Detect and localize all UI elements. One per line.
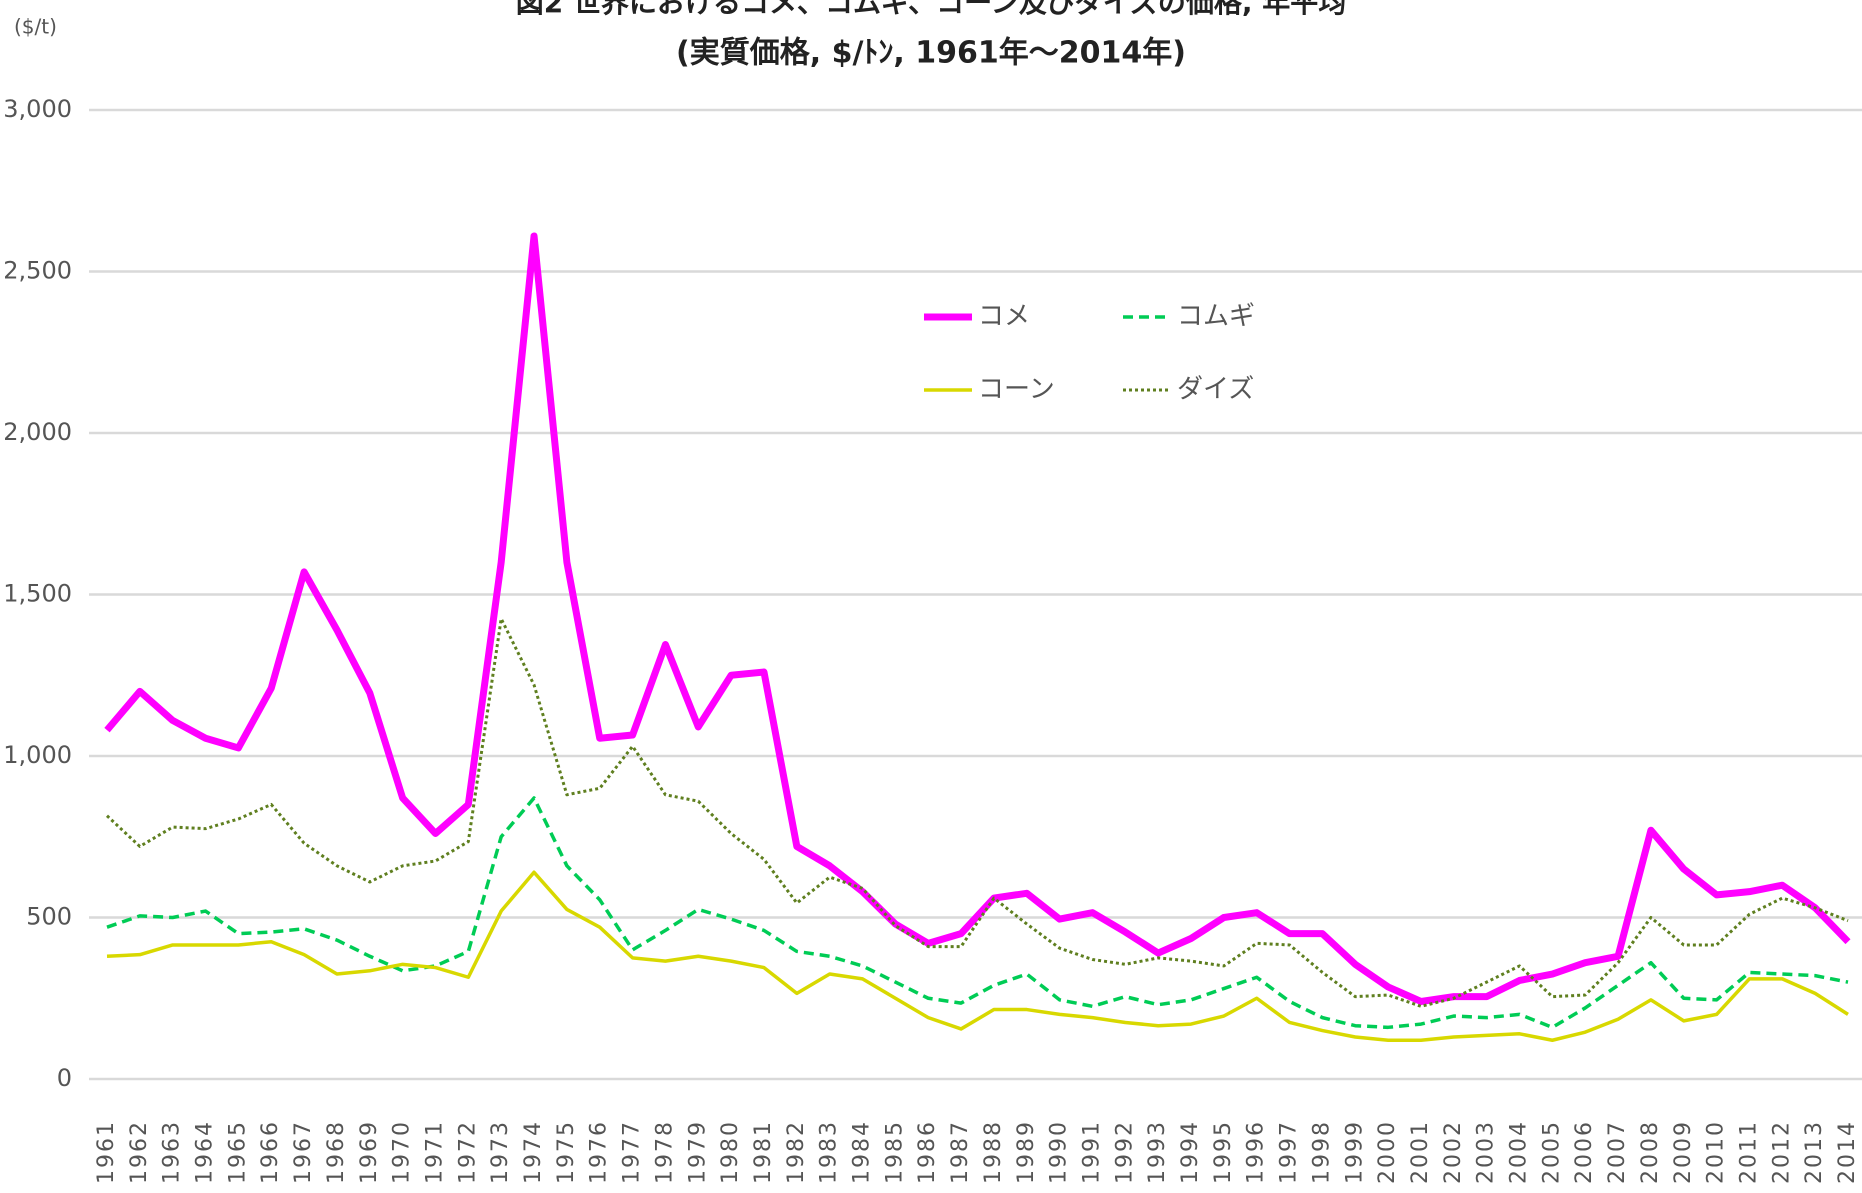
x-tick-label: 1985 [882,1120,907,1184]
x-tick-label: 1964 [193,1120,218,1184]
x-tick-label: 1988 [981,1120,1006,1184]
x-tick-label: 2002 [1441,1120,1466,1184]
x-tick-label: 2006 [1572,1120,1597,1184]
series-line [106,796,1849,1030]
x-tick-label: 1995 [1211,1120,1236,1184]
x-tick-label: 1977 [620,1120,645,1184]
y-axis-label: ($/t) [14,15,57,39]
x-tick-label: 2001 [1408,1120,1433,1184]
x-tick-label: 2012 [1769,1120,1794,1184]
series-line [106,870,1849,1042]
x-tick-label: 1990 [1047,1120,1072,1184]
y-tick-label: 1,000 [3,741,72,769]
x-tick-label: 1966 [258,1120,283,1184]
x-tick-label: 2013 [1802,1120,1827,1184]
x-tick-label: 1986 [915,1120,940,1184]
x-tick-label: 2004 [1507,1120,1532,1184]
x-tick-label: 1980 [718,1120,743,1184]
x-tick-label: 1983 [817,1120,842,1184]
y-tick-label: 2,500 [3,257,72,285]
x-tick-label: 1998 [1309,1120,1334,1184]
x-tick-label: 2000 [1375,1120,1400,1184]
series-line [104,232,1851,1005]
x-tick-label: 1974 [521,1120,546,1184]
legend-label: コーン [978,375,1055,405]
legend-label: ダイズ [1177,375,1254,405]
chart-subtitle: (実質価格, $/ﾄﾝ, 1961年～2014年) [676,36,1186,71]
y-tick-label: 2,000 [3,418,72,446]
y-tick-label: 0 [57,1064,72,1092]
x-tick-label: 1984 [850,1120,875,1184]
x-tick-label: 1968 [324,1120,349,1184]
x-tick-label: 2008 [1638,1120,1663,1184]
x-tick-label: 2010 [1704,1120,1729,1184]
x-tick-label: 1969 [357,1120,382,1184]
x-tick-label: 1973 [488,1120,513,1184]
chart-title: 図2 世界におけるコメ、コムギ、コーン及びダイズの価格, 年平均 [516,0,1347,19]
x-tick-label: 1972 [455,1120,480,1184]
series-line [105,617,1849,1008]
x-tick-label: 1971 [422,1120,447,1184]
y-tick-label: 3,000 [3,95,72,123]
y-tick-label: 500 [26,903,72,931]
y-tick-label: 1,500 [3,580,72,608]
legend-label: コメ [978,302,1030,332]
x-tick-label: 1981 [751,1120,776,1184]
x-tick-label: 1989 [1014,1120,1039,1184]
x-tick-label: 1982 [784,1120,809,1184]
x-tick-label: 2003 [1474,1120,1499,1184]
x-tick-label: 2007 [1605,1120,1630,1184]
x-tick-label: 1997 [1277,1120,1302,1184]
x-tick-label: 1991 [1079,1120,1104,1184]
x-tick-label: 1993 [1145,1120,1170,1184]
x-tick-label: 1996 [1244,1120,1269,1184]
x-tick-label: 1967 [291,1120,316,1184]
x-tick-label: 1965 [225,1120,250,1184]
x-tick-label: 2005 [1539,1120,1564,1184]
x-tick-label: 1994 [1178,1120,1203,1184]
x-tick-label: 1962 [127,1120,152,1184]
x-tick-label: 1961 [94,1120,119,1184]
x-tick-label: 1963 [160,1120,185,1184]
x-tick-label: 2011 [1736,1120,1761,1184]
legend-label: コムギ [1177,302,1255,332]
x-tick-label: 2014 [1835,1120,1860,1184]
x-tick-label: 2009 [1671,1120,1696,1184]
x-tick-label: 1970 [390,1120,415,1184]
x-tick-label: 1999 [1342,1120,1367,1184]
x-tick-label: 1987 [948,1120,973,1184]
x-tick-label: 1978 [652,1120,677,1184]
x-tick-label: 1979 [685,1120,710,1184]
x-tick-label: 1976 [587,1120,612,1184]
x-tick-label: 1992 [1112,1120,1137,1184]
x-tick-label: 1975 [554,1120,579,1184]
